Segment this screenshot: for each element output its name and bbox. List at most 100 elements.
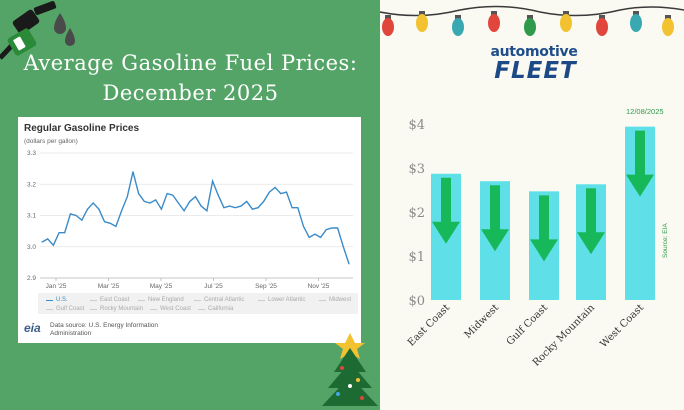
light-cap	[599, 15, 605, 20]
line-point	[149, 202, 151, 204]
line-y-tick-label: 2.9	[27, 275, 36, 282]
line-point	[291, 207, 293, 209]
light-cap	[633, 11, 639, 16]
line-point	[138, 193, 140, 195]
bar-annotation-date: 12/08/2025	[626, 107, 664, 116]
line-point	[52, 244, 54, 246]
line-point	[41, 241, 43, 243]
down-arrow-icon	[432, 177, 460, 244]
page-title: Average Gasoline Fuel Prices: December 2…	[23, 51, 358, 105]
line-point	[195, 196, 196, 198]
line-point	[234, 207, 236, 209]
line-x-tick-label: Mar '25	[98, 283, 120, 290]
light-bulb-icon	[416, 14, 428, 32]
light-bulb-icon	[488, 14, 500, 32]
line-point	[206, 210, 208, 212]
line-point	[348, 263, 350, 265]
legend-item[interactable]: Midwest	[329, 297, 352, 303]
line-point	[47, 238, 49, 240]
bar-source-label: Source: EIA	[662, 223, 669, 258]
legend-swatch	[150, 309, 157, 310]
light-cap	[491, 11, 497, 16]
line-point	[314, 233, 316, 235]
line-x-tick-label: Nov '25	[308, 283, 330, 290]
legend-item[interactable]: West Coast	[160, 306, 191, 312]
light-cap	[527, 15, 533, 20]
legend-swatch	[138, 300, 145, 301]
line-point	[257, 207, 259, 209]
bar-y-tick-label: $2	[408, 206, 425, 221]
down-arrow-icon	[626, 130, 654, 197]
light-bulb-icon	[662, 18, 674, 36]
line-point	[109, 222, 111, 224]
line-chart-legend: U.S. East Coast New England Central Atlanti…	[38, 293, 358, 314]
line-point	[81, 219, 83, 221]
line-point	[320, 236, 322, 238]
legend-swatch	[258, 300, 265, 301]
line-point	[331, 227, 333, 229]
line-point	[280, 193, 282, 195]
line-point	[251, 208, 253, 210]
light-bulb-icon	[524, 18, 536, 36]
line-point	[75, 215, 77, 216]
line-point	[246, 200, 248, 202]
line-point	[268, 191, 270, 193]
light-cap	[455, 15, 461, 20]
line-point	[229, 205, 231, 207]
light-bulb-icon	[560, 14, 572, 32]
line-point	[240, 205, 242, 207]
line-y-tick-label: 3.2	[27, 181, 36, 188]
bar-y-tick-label: $4	[408, 118, 425, 133]
oil-drop-icon	[54, 13, 75, 46]
line-point	[274, 186, 276, 188]
bar-x-tick-label: Gulf Coast	[505, 302, 550, 347]
line-chart-subtitle: (dollars per gallon)	[24, 138, 78, 145]
line-point	[172, 194, 174, 196]
line-point	[104, 221, 106, 223]
bar-x-tick-label: Midwest	[463, 302, 502, 341]
line-point	[183, 210, 185, 212]
line-point	[143, 200, 145, 202]
down-arrow-icon	[530, 195, 558, 262]
line-point	[86, 208, 88, 210]
line-point	[155, 199, 157, 201]
legend-item[interactable]: New England	[148, 297, 184, 303]
legend-swatch	[194, 300, 201, 301]
legend-item[interactable]: California	[208, 306, 234, 312]
line-point	[115, 225, 117, 227]
line-chart-title: Regular Gasoline Prices	[24, 123, 140, 134]
light-bulb-icon	[630, 14, 642, 32]
legend-swatch	[46, 300, 53, 301]
legend-swatch	[90, 309, 97, 310]
line-point	[189, 200, 191, 202]
light-bulb-icon	[382, 18, 394, 36]
legend-item[interactable]: East Coast	[100, 297, 130, 303]
legend-item[interactable]: Central Atlantic	[204, 297, 245, 303]
line-point	[303, 225, 305, 227]
legend-swatch	[198, 309, 205, 310]
line-point	[263, 200, 265, 202]
legend-swatch	[90, 300, 97, 301]
legend-item[interactable]: Lower Atlantic	[268, 297, 306, 303]
bar-x-tick-label: East Coast	[406, 302, 452, 348]
fuel-badge-icon	[7, 28, 37, 56]
eia-logo: eia	[24, 321, 41, 335]
line-x-tick-label: Jan '25	[46, 283, 67, 290]
light-cap	[563, 11, 569, 16]
line-point	[64, 232, 66, 234]
legend-item[interactable]: U.S.	[56, 297, 68, 303]
legend-item[interactable]: Gulf Coast	[56, 306, 85, 312]
line-point	[308, 236, 310, 238]
line-x-tick-label: May '25	[150, 283, 173, 290]
legend-item[interactable]: Rocky Mountain	[100, 306, 144, 312]
bar-y-tick-label: $0	[408, 294, 425, 309]
line-y-tick-label: 3.3	[27, 150, 36, 157]
brand-logo-bottom: FLEET	[494, 58, 577, 84]
line-point	[126, 196, 128, 198]
fuel-nozzle-icon	[0, 1, 57, 60]
line-point	[342, 246, 344, 248]
line-point	[200, 205, 202, 207]
line-point	[132, 171, 134, 173]
line-x-tick-label: Sep '25	[255, 283, 277, 290]
